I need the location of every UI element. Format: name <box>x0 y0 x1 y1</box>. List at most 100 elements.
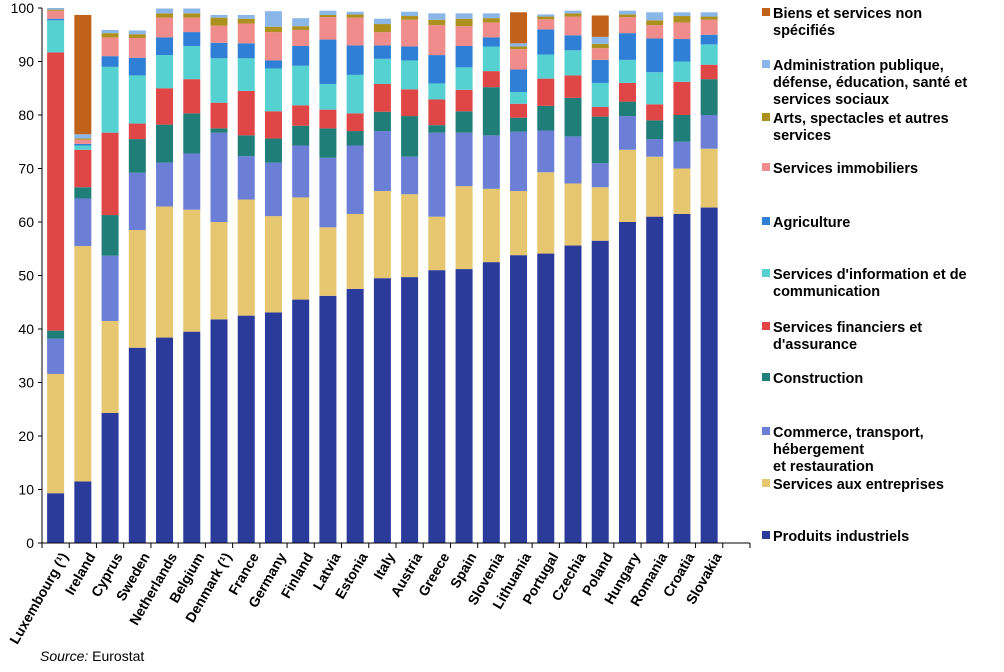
bar-segment <box>74 198 92 247</box>
bar-stack <box>428 13 446 543</box>
bar-segment <box>346 74 364 114</box>
bar-segment <box>101 412 119 543</box>
bar-stack <box>646 12 664 543</box>
bar-segment <box>74 149 92 188</box>
legend-label: Services immobiliers <box>773 161 918 177</box>
bar-segment <box>237 14 255 19</box>
bar-segment <box>183 79 201 114</box>
legend-item: Produits industriels <box>762 529 909 545</box>
bar-stack <box>237 14 255 543</box>
bar-segment <box>237 90 255 136</box>
bar-segment <box>156 162 174 207</box>
bar-stack <box>455 13 473 543</box>
bar-segment <box>482 262 500 543</box>
bar-segment <box>428 83 446 100</box>
bar-segment <box>591 59 609 83</box>
bar-stack <box>292 18 310 543</box>
legend-item: Agriculture <box>762 215 850 231</box>
bar-segment <box>700 64 718 80</box>
bar-stack <box>319 10 337 543</box>
bar-segment <box>373 45 391 59</box>
bar-segment <box>74 138 92 140</box>
bar-segment <box>264 60 282 69</box>
bar-segment <box>428 55 446 84</box>
bar-segment <box>482 135 500 189</box>
bar-segment <box>564 10 582 14</box>
legend-item: Services immobiliers <box>762 161 918 177</box>
bar-segment <box>510 49 528 70</box>
bar-segment <box>455 18 473 27</box>
bar-segment <box>401 60 419 90</box>
bar-segment <box>673 141 691 169</box>
bar-segment <box>292 65 310 106</box>
bar-segment <box>646 20 664 26</box>
bar-segment <box>237 43 255 59</box>
bar-segment <box>510 255 528 544</box>
bar-segment <box>74 145 92 150</box>
bar-segment <box>455 26 473 46</box>
bar-segment <box>646 38 664 73</box>
bar-stack <box>401 11 419 543</box>
bar-segment <box>373 18 391 25</box>
bar-segment <box>428 132 446 217</box>
bar-segment <box>346 145 364 214</box>
bar-stack <box>156 8 174 543</box>
y-tick-label: 90 <box>18 54 34 70</box>
bar-segment <box>319 83 337 110</box>
bar-segment <box>183 209 201 332</box>
bar-segment <box>101 66 119 133</box>
bar-segment <box>210 25 228 43</box>
bar-segment <box>618 10 636 15</box>
legend-label: Arts, spectacles et autres <box>773 111 949 127</box>
bar-segment <box>455 13 473 19</box>
bar-segment <box>183 8 201 14</box>
bar-stacks <box>47 8 718 544</box>
bar-segment <box>292 26 310 30</box>
bar-segment <box>482 46 500 72</box>
bar-segment <box>210 319 228 543</box>
bar-segment <box>156 13 174 18</box>
bar-stack <box>128 30 146 543</box>
bar-segment <box>428 99 446 126</box>
y-tick-label: 0 <box>26 535 34 551</box>
bar-segment <box>237 23 255 44</box>
bar-segment <box>319 10 337 15</box>
bar-segment <box>237 156 255 200</box>
bar-segment <box>428 13 446 20</box>
bar-segment <box>700 12 718 17</box>
bar-segment <box>401 156 419 195</box>
bar-segment <box>455 111 473 133</box>
bar-segment <box>401 16 419 20</box>
bar-segment <box>591 48 609 60</box>
bar-segment <box>101 132 119 216</box>
bar-segment <box>591 15 609 37</box>
bar-stack <box>346 11 364 543</box>
bar-segment <box>47 8 65 10</box>
bar-stack <box>74 14 92 543</box>
bar-segment <box>591 116 609 164</box>
bar-segment <box>264 138 282 163</box>
bar-segment <box>618 82 636 102</box>
legend-swatch <box>762 373 770 381</box>
bar-segment <box>428 25 446 56</box>
bar-segment <box>401 11 419 17</box>
bar-segment <box>237 18 255 24</box>
bar-segment <box>292 45 310 66</box>
legend-swatch <box>762 163 770 171</box>
legend-item: Services financiers etd'assurance <box>762 320 922 353</box>
y-tick-label: 80 <box>18 107 34 123</box>
bar-segment <box>673 115 691 142</box>
bar-segment <box>646 139 664 157</box>
bar-segment <box>482 188 500 263</box>
bar-segment <box>74 134 92 139</box>
bar-segment <box>346 288 364 543</box>
bar-segment <box>591 43 609 49</box>
bar-segment <box>128 57 146 76</box>
legend-label: et restauration <box>773 459 874 475</box>
bar-segment <box>482 22 500 38</box>
bar-segment <box>210 128 228 133</box>
bar-segment <box>700 44 718 65</box>
bar-segment <box>482 18 500 23</box>
legend-label: défense, éducation, santé et <box>773 75 967 91</box>
